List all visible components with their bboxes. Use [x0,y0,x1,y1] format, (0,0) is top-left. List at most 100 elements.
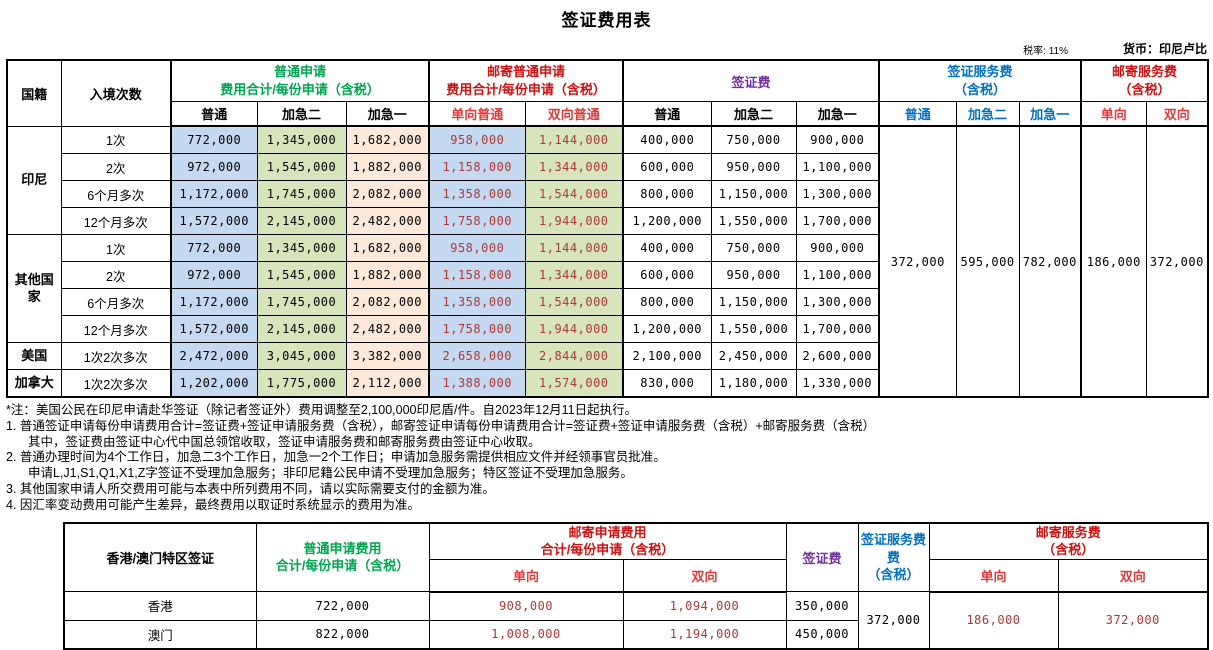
nationality-cell: 其他国家 [6,234,62,343]
mail-fee-cell: 1,544,000 [524,288,624,316]
visa-fee-cell: 1,300,000 [795,288,880,316]
visa-fee-cell: 900,000 [795,125,880,154]
visa-fee-cell: 950,000 [710,261,797,289]
mail-fee-cell: 1,358,000 [428,180,526,208]
normal-fee-cell: 1,682,000 [345,125,430,154]
mail-one-way-cell: 908,000 [428,591,624,621]
table-row: 6个月多次 1,172,000 1,745,000 2,082,000 1,358,00… [7,288,1208,316]
subheader: 单向普通 [428,101,526,127]
footnote-line: 1. 普通签证申请每份申请费用合计=签证费+签证申请服务费（含税），邮寄签证申请… [6,418,876,433]
region-cell: 香港 [63,591,257,621]
table-row: 6个月多次 1,172,000 1,745,000 2,082,000 1,358,00… [7,180,1208,208]
normal-fee-cell: 972,000 [170,261,258,289]
visa-fee-cell: 1,300,000 [795,180,880,208]
mail-service-fee-cell: 372,000 [1145,125,1209,398]
visa-fee-cell: 400,000 [622,234,712,262]
table-row: 12个月多次 1,572,000 2,145,000 2,482,000 1,758,0… [7,207,1208,235]
main-table-body: 印尼 1次 772,000 1,345,000 1,682,000 958,000 1,14… [6,125,1209,398]
entries-cell: 6个月多次 [60,288,172,316]
mail-fee-cell: 1,158,000 [428,261,526,289]
visa-fee-cell: 830,000 [622,369,712,398]
nationality-cell: 加拿大 [6,369,62,398]
header-group-normal-application: 普通申请 费用合计/每份申请（含税） [169,59,430,102]
visa-fee-cell: 1,100,000 [795,153,880,181]
footnotes: *注：美国公民在印尼申请赴华签证（除记者签证外）费用调整至2,100,000印尼… [6,403,1207,514]
visa-service-fee-cell: 782,000 [1018,125,1082,398]
subheader: 双向普通 [524,101,624,127]
table-row: 美国 1次2次多次 2,472,000 3,045,000 3,382,000 2,658… [6,342,1208,370]
table-row: 2次 972,000 1,545,000 1,882,000 1,158,000 1,34… [7,153,1208,181]
nationality-cell: 美国 [6,342,62,370]
footnote-line: 3. 其他国家申请人所交费用可能与本表中所列费用不同，请以实际需要支付的金额为准… [6,481,495,496]
visa-fee-cell: 450,000 [785,619,859,650]
table-row: 12个月多次 1,572,000 2,145,000 2,482,000 1,758,0… [7,315,1208,343]
visa-fee-cell: 1,180,000 [710,369,797,398]
table-row: 香港 722,000 908,000 1,094,000 350,000 372,000 1… [63,591,1209,650]
normal-fee-cell: 722,000 [255,591,430,621]
visa-fee-table: 国籍 入境次数 普通申请 费用合计/每份申请（含税） 邮寄普通申请 费用合计/每… [6,59,1210,398]
mail-one-way-cell: 1,008,000 [428,619,624,650]
visa-fee-cell: 1,150,000 [710,288,797,316]
spreadsheet-page: 签证费用表 税率: 11% 货币：印尼卢比 国籍 入境次数 普通申请 费用合计/… [0,6,1213,650]
subheader: 加急一 [345,101,430,127]
normal-fee-cell: 3,045,000 [256,342,347,370]
header-visa-service-fee: 签证服务费 费 （含税） [857,522,930,593]
normal-fee-cell: 1,572,000 [170,207,258,235]
normal-fee-cell: 1,882,000 [345,261,430,289]
currency-label: 货币：印尼卢比 [1122,42,1207,56]
visa-fee-cell: 2,600,000 [795,342,880,370]
normal-fee-cell: 2,145,000 [256,315,347,343]
visa-fee-cell: 1,200,000 [622,207,712,235]
header-group-mail-service-fee: 邮寄服务费 （含税） [1080,59,1209,102]
mail-fee-cell: 2,658,000 [428,342,526,370]
subheader: 加急二 [955,101,1020,127]
visa-fee-cell: 1,200,000 [622,315,712,343]
visa-fee-cell: 900,000 [795,234,880,262]
mail-fee-cell: 1,944,000 [524,315,624,343]
header-hk-macau: 香港/澳门特区签证 [63,522,257,593]
mail-fee-cell: 1,574,000 [524,369,624,398]
visa-fee-cell: 1,150,000 [710,180,797,208]
subheader: 单向 [928,558,1059,593]
entries-cell: 6个月多次 [60,180,172,208]
meta-row: 税率: 11% 货币：印尼卢比 [6,41,1207,57]
mail-service-one-way-cell: 186,000 [928,591,1059,650]
normal-fee-cell: 2,482,000 [345,207,430,235]
subheader: 加急二 [256,101,347,127]
mail-service-two-way-cell: 372,000 [1057,591,1209,650]
table-row: 其他国家 1次 772,000 1,345,000 1,682,000 958,000 1,… [6,234,1208,343]
footnote-line: 其中，签证费由签证中心代中国总领馆收取，签证申请服务费和邮寄服务费由签证中心收取… [28,434,541,449]
entries-cell: 1次2次多次 [60,342,172,370]
visa-service-fee-cell: 595,000 [955,125,1020,398]
entries-cell: 1次 [60,234,172,262]
entries-cell: 2次 [60,153,172,181]
normal-fee-cell: 1,745,000 [256,288,347,316]
subheader: 双向 [1145,101,1209,127]
mail-fee-cell: 958,000 [428,234,526,262]
visa-fee-cell: 800,000 [622,288,712,316]
subheader: 加急一 [795,101,880,127]
visa-fee-cell: 1,550,000 [710,207,797,235]
visa-fee-cell: 1,330,000 [795,369,880,398]
footnote-line: *注：美国公民在印尼申请赴华签证（除记者签证外）费用调整至2,100,000印尼… [6,403,638,417]
visa-fee-cell: 1,700,000 [795,207,880,235]
normal-fee-cell: 1,682,000 [345,234,430,262]
mail-fee-cell: 1,158,000 [428,153,526,181]
normal-fee-cell: 1,345,000 [256,234,347,262]
subheader: 加急二 [710,101,797,127]
normal-fee-cell: 2,482,000 [345,315,430,343]
normal-fee-cell: 972,000 [170,153,258,181]
visa-fee-cell: 1,700,000 [795,315,880,343]
subheader: 单向 [428,558,624,593]
normal-fee-cell: 1,172,000 [170,180,258,208]
visa-fee-cell: 750,000 [710,125,797,154]
visa-fee-cell: 350,000 [785,591,859,621]
footnote-line: 4. 因汇率变动费用可能产生差异，最终费用以取证时系统显示的费用为准。 [6,497,420,512]
normal-fee-cell: 1,172,000 [170,288,258,316]
normal-fee-cell: 2,082,000 [345,288,430,316]
mail-fee-cell: 1,544,000 [524,180,624,208]
normal-fee-cell: 1,775,000 [256,369,347,398]
normal-fee-cell: 1,882,000 [345,153,430,181]
subheader: 普通 [878,101,957,127]
mail-fee-cell: 958,000 [428,125,526,154]
